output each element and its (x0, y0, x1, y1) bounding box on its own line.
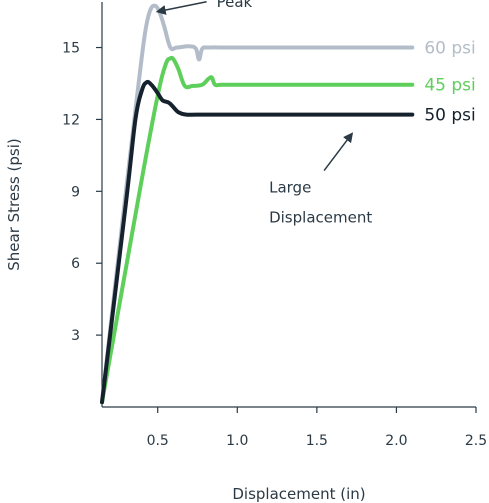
annotations: Peak Large Displacement (155, 0, 372, 226)
annotation-arrow (155, 1, 207, 15)
y-tick-label: 15 (62, 41, 80, 57)
series-line (100, 55, 415, 405)
x-tick-label: 2.5 (465, 433, 487, 449)
y-tick-label: 12 (62, 112, 80, 128)
series-labels: 60 psi 45 psi 50 psi (424, 39, 475, 126)
annotation-text: Large (269, 179, 311, 197)
series-lines (100, 3, 415, 405)
y-axis-title: Shear Stress (psi) (5, 138, 23, 270)
x-axis-title: Displacement (in) (232, 485, 365, 503)
x-tick-label: 2.0 (385, 433, 407, 449)
x-tick-label: 0.5 (147, 433, 169, 449)
x-tick-label: 1.5 (306, 433, 328, 449)
y-tick-label: 9 (71, 184, 80, 200)
series-label: 60 psi (424, 39, 475, 59)
annotation-text: Peak (217, 0, 253, 11)
annotation-arrow (323, 132, 354, 171)
series-label: 50 psi (424, 106, 475, 126)
series-label: 45 psi (424, 76, 475, 96)
y-tick-label: 3 (71, 328, 80, 344)
annotation-text: Displacement (269, 208, 372, 226)
x-tick-label: 1.0 (226, 433, 248, 449)
axes (101, 2, 476, 408)
series-line (100, 79, 415, 405)
series-line (100, 3, 415, 405)
ticks: 0.5 1.0 1.5 2.0 2.5 3 6 9 12 15 (62, 41, 487, 449)
y-tick-label: 6 (71, 256, 80, 272)
